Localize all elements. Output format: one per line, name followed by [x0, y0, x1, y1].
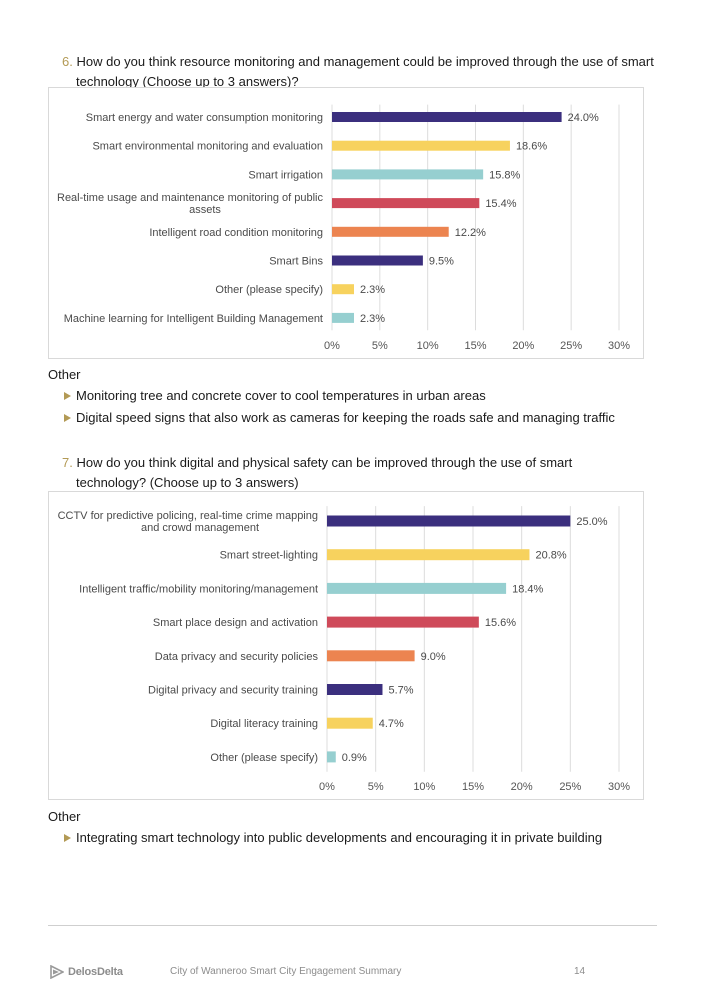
chart-digital-physical-safety: 0% 5% 10% 15% 20% 25% 30% CCTV for predictive p…	[48, 491, 644, 800]
question-6: 6. How do you think resource monitoring …	[62, 52, 662, 92]
data-label: 15.6%	[485, 617, 516, 629]
question-number: 7.	[62, 455, 73, 470]
category-label: Smart street-lighting	[220, 550, 318, 562]
x-tick-label: 25%	[560, 340, 582, 352]
x-tick-label: 20%	[512, 340, 534, 352]
bar	[327, 650, 415, 662]
other-heading: Other	[48, 809, 81, 824]
x-tick-label: 30%	[608, 781, 630, 793]
bar	[332, 112, 562, 122]
x-tick-label: 20%	[511, 781, 533, 793]
x-tick-label: 0%	[319, 781, 335, 793]
bar-chart-svg: 0% 5% 10% 15% 20% 25% 30% Smart energy and wate…	[57, 104, 630, 352]
data-label: 9.0%	[421, 651, 446, 663]
data-label: 15.8%	[489, 169, 520, 181]
data-label: 18.6%	[516, 141, 547, 153]
list-item: Monitoring tree and concrete cover to co…	[62, 385, 615, 407]
data-label: 25.0%	[576, 516, 607, 528]
category-label: Other (please specify)	[210, 752, 318, 764]
other-heading: Other	[48, 367, 81, 382]
bar	[327, 549, 530, 561]
bar-chart-svg: 0% 5% 10% 15% 20% 25% 30% CCTV for predictive p…	[58, 506, 630, 793]
data-label: 0.9%	[342, 752, 367, 764]
page-number: 14	[574, 966, 586, 977]
footer-text: City of Wanneroo Smart City Engagement S…	[170, 966, 402, 977]
x-tick-label: 5%	[372, 340, 388, 352]
category-label: Smart environmental monitoring and evalu…	[92, 141, 323, 153]
x-tick-label: 15%	[464, 340, 486, 352]
bar	[332, 255, 423, 266]
triangle-bullet-icon	[64, 834, 71, 842]
bar	[327, 582, 507, 594]
question-text: How do you think resource monitoring and…	[76, 54, 654, 69]
data-label: 2.3%	[360, 313, 385, 325]
data-label: 18.4%	[512, 583, 543, 595]
bar	[327, 515, 571, 527]
list-item-text: Digital speed signs that also work as ca…	[76, 410, 615, 425]
category-label: Intelligent road condition monitoring	[149, 227, 323, 239]
bar	[332, 169, 484, 180]
bar	[332, 226, 449, 237]
bar	[332, 140, 510, 151]
other-list: Monitoring tree and concrete cover to co…	[62, 385, 615, 429]
x-tick-label: 10%	[413, 781, 435, 793]
data-label: 9.5%	[429, 256, 454, 268]
category-label: Machine learning for Intelligent Buildin…	[64, 313, 323, 325]
x-tick-label: 5%	[368, 781, 384, 793]
data-label: 15.4%	[485, 198, 516, 210]
category-label: Intelligent traffic/mobility monitoring/…	[79, 583, 318, 595]
delos-delta-logo-icon	[50, 965, 64, 979]
list-item: Integrating smart technology into public…	[62, 827, 602, 849]
bar	[327, 717, 373, 729]
category-label: Digital privacy and security training	[148, 685, 318, 697]
bar	[327, 684, 383, 695]
data-label: 20.8%	[535, 550, 566, 562]
bar	[332, 198, 480, 209]
category-label: Other (please specify)	[215, 284, 323, 296]
question-7-line1: 7. How do you think digital and physical…	[62, 453, 662, 473]
category-label: and crowd management	[141, 522, 259, 534]
question-6-line2: technology (Choose up to 3 answers)?	[76, 74, 299, 89]
category-label: Smart place design and activation	[153, 617, 318, 629]
question-7-line2: technology? (Choose up to 3 answers)	[76, 475, 299, 490]
question-number: 6.	[62, 54, 73, 69]
question-7: 7. How do you think digital and physical…	[62, 453, 662, 493]
x-tick-label: 30%	[608, 340, 630, 352]
question-text: How do you think digital and physical sa…	[76, 455, 573, 470]
bar	[327, 616, 479, 628]
bar	[332, 284, 355, 295]
bar	[332, 312, 355, 323]
chart-resource-monitoring: 0% 5% 10% 15% 20% 25% 30% Smart energy and wate…	[48, 87, 644, 359]
footer-divider	[48, 925, 657, 926]
list-item: Digital speed signs that also work as ca…	[62, 407, 615, 429]
question-6-line1: 6. How do you think resource monitoring …	[62, 52, 662, 72]
data-label: 2.3%	[360, 284, 385, 296]
triangle-bullet-icon	[64, 414, 71, 422]
category-label: Smart Bins	[269, 256, 323, 268]
other-list: Integrating smart technology into public…	[62, 827, 602, 849]
triangle-bullet-icon	[64, 392, 71, 400]
x-tick-label: 15%	[462, 781, 484, 793]
x-tick-label: 0%	[324, 340, 340, 352]
category-label: Real-time usage and maintenance monitori…	[57, 192, 323, 204]
data-label: 24.0%	[568, 112, 599, 124]
category-label: Smart irrigation	[248, 169, 323, 181]
x-tick-label: 10%	[417, 340, 439, 352]
category-label: assets	[189, 204, 221, 216]
data-label: 5.7%	[388, 685, 413, 697]
footer-logo: DelosDelta	[50, 962, 123, 982]
x-tick-label: 25%	[559, 781, 581, 793]
data-label: 12.2%	[455, 227, 486, 239]
category-label: Digital literacy training	[210, 718, 318, 730]
category-label: Data privacy and security policies	[155, 651, 319, 663]
list-item-text: Monitoring tree and concrete cover to co…	[76, 388, 486, 403]
list-item-text: Integrating smart technology into public…	[76, 830, 603, 845]
footer-brand: DelosDelta	[68, 966, 123, 978]
bar	[327, 751, 336, 763]
category-label: CCTV for predictive policing, real-time …	[58, 510, 318, 522]
category-label: Smart energy and water consumption monit…	[86, 112, 323, 124]
data-label: 4.7%	[379, 718, 404, 730]
